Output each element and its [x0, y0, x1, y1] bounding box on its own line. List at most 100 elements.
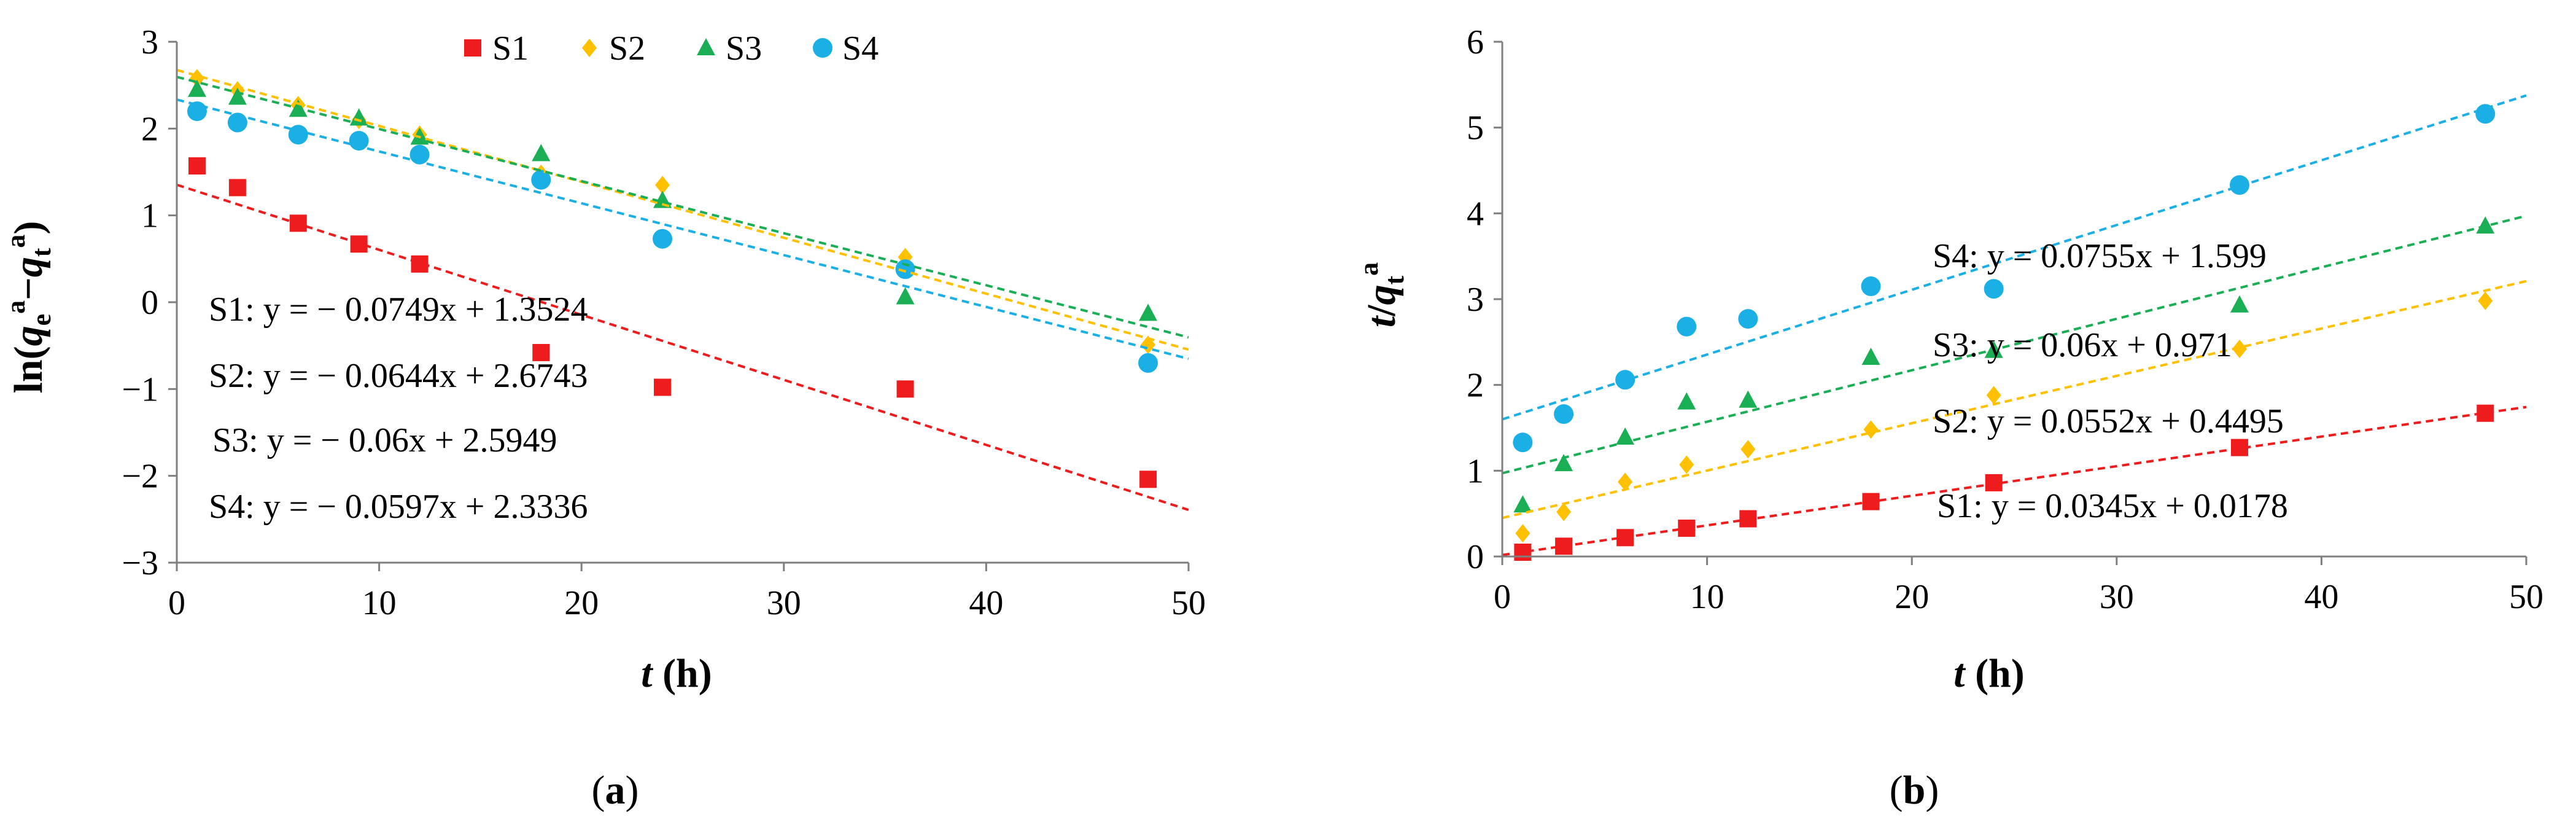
panel-a-x-tick-label: 0: [168, 584, 185, 622]
panel-a-legend-marker-s3: [697, 38, 715, 55]
panel-b-equation-s1: S1: y = 0.0345x + 0.0178: [1937, 487, 2288, 525]
panel-a-equation-s2: S2: y = − 0.0644x + 2.6743: [209, 357, 588, 395]
panel-a-point-s4: [531, 170, 551, 190]
panel-b-x-tick-label: 20: [1895, 578, 1929, 616]
panel-a-point-s3: [349, 108, 368, 126]
panel-a-point-s4: [288, 125, 308, 145]
panel-a-point-s3: [228, 87, 247, 105]
panel-b-point-s3: [1861, 347, 1880, 365]
panel-b-x-tick-label: 30: [2100, 578, 2134, 616]
panel-a-equation-s4: S4: y = − 0.0597x + 2.3336: [209, 488, 588, 526]
panel-b-y-tick-label: 2: [1467, 367, 1484, 405]
panel-a-legend-label-s2: S2: [609, 29, 645, 68]
panel-b-point-s2: [1618, 472, 1633, 491]
panel-a-point-s4: [349, 131, 369, 151]
panel-b-x-tick-label: 0: [1494, 578, 1511, 616]
panel-a-y-tick-label: 0: [141, 284, 158, 322]
panel-a-point-s1: [532, 343, 550, 361]
panel-b-point-s2: [1679, 455, 1694, 474]
panel-b-y-tick-label: 1: [1467, 452, 1484, 490]
panel-a-y-tick-label: −3: [122, 544, 158, 582]
panel-a-point-s1: [188, 157, 206, 175]
panel-b-point-s2: [2478, 291, 2493, 310]
panel-a-y-tick-label: 1: [141, 197, 158, 235]
panel-b-point-s3: [1739, 390, 1758, 408]
panel-b-point-s3: [1513, 495, 1532, 513]
panel-b-point-s4: [1738, 309, 1758, 329]
panel-b-y-tick-label: 0: [1467, 538, 1484, 576]
panel-b-fit-line-s2: [1502, 279, 2527, 520]
panel-b-equation-s4: S4: y = 0.0755x + 1.599: [1933, 237, 2267, 275]
panel-b-y-tick-label: 6: [1467, 23, 1484, 61]
panel-a-y-tick-label: −1: [122, 370, 158, 408]
panel-a-y-tick-label: 2: [141, 110, 158, 148]
panel-a-legend-marker-s2: [582, 39, 597, 57]
panel-b-equation-s3: S3: y = 0.06x + 0.971: [1933, 326, 2232, 364]
panel-a-y-axis-title: ln(qea−qta): [1, 221, 56, 394]
panel-b-x-tick-label: 10: [1690, 578, 1724, 616]
panel-b-x-tick-label: 40: [2304, 578, 2338, 616]
panel-a-fit-line-s1: [176, 183, 1189, 512]
panel-a-legend-label-s1: S1: [492, 29, 529, 68]
panel-b-point-s2: [1515, 524, 1530, 543]
panel-b-point-s3: [1554, 454, 1573, 472]
panel-a-point-s4: [187, 101, 207, 122]
panel-a-point-s4: [409, 144, 430, 165]
panel-a-legend: S1 S2 S3 S4: [464, 29, 879, 68]
panel-a-point-s1: [896, 380, 914, 398]
panel-a-point-s3: [896, 287, 915, 305]
panel-a-x-tick-label: 10: [362, 584, 397, 622]
panel-a-point-s3: [532, 144, 551, 162]
panel-b-label: (b): [1890, 768, 1939, 813]
panel-a-point-s1: [228, 179, 246, 197]
panel-b-point-s4: [1677, 316, 1697, 337]
panel-b-point-s4: [1554, 404, 1574, 424]
panel-a-legend-marker-s1: [464, 39, 481, 57]
panel-b-fit-line-s3: [1502, 214, 2527, 475]
panel-b-y-tick-label: 5: [1467, 109, 1484, 147]
panel-a-x-tick-label: 30: [767, 584, 801, 622]
panel-b-equation-s2: S2: y = 0.0552x + 0.4495: [1933, 402, 2284, 440]
panel-a-legend-marker-s4: [813, 38, 832, 58]
panel-b-point-s4: [1984, 279, 2004, 299]
panel-b-point-s4: [1861, 276, 1881, 297]
panel-a-label: (a): [592, 768, 639, 813]
panel-b-x-tick-label: 50: [2509, 578, 2543, 616]
panel-a-x-tick-label: 50: [1171, 584, 1206, 622]
panel-b-chart: 0 1 2 3 4 5 6 0 10 20 30 40 50 S1: y = 0.0345x + 0.0…: [1354, 23, 2543, 813]
panel-b-point-s3: [2230, 295, 2249, 313]
panel-b-fit-line-s4: [1502, 94, 2527, 421]
panel-a-y-tick-label: 3: [141, 23, 158, 61]
panel-a-point-s1: [1139, 471, 1157, 488]
panel-a-point-s1: [654, 378, 672, 396]
panel-b-fit-line-s1: [1502, 405, 2527, 557]
panel-a-legend-label-s3: S3: [726, 29, 762, 68]
panel-b-point-s4: [1513, 432, 1533, 453]
panel-b-x-axis-title: t (h): [1953, 651, 2025, 696]
panel-b-y-tick-label: 4: [1467, 195, 1484, 233]
panel-a-x-axis-title: t (h): [641, 651, 712, 696]
panel-b-point-s2: [1986, 386, 2001, 405]
panel-a-equation-s3: S3: y = − 0.06x + 2.5949: [212, 421, 557, 459]
panel-a-y-tick-label: −2: [122, 458, 158, 496]
panel-a-point-s2: [655, 176, 670, 195]
panel-b-point-s2: [2232, 340, 2247, 359]
panel-a-point-s4: [653, 228, 673, 249]
panel-a-x-tick-label: 40: [969, 584, 1003, 622]
panel-b-point-s2: [1740, 440, 1756, 459]
panel-b-point-s3: [1677, 392, 1696, 410]
panel-b-y-axis-title: t/qta: [1354, 262, 1410, 327]
panel-a-point-s3: [1139, 303, 1158, 321]
panel-a-fit-line-s4: [176, 98, 1189, 361]
panel-b-y-tick-label: 3: [1467, 281, 1484, 319]
panel-a-point-s3: [187, 79, 206, 97]
panel-a-x-tick-label: 20: [564, 584, 599, 622]
panel-a-point-s4: [1138, 353, 1158, 373]
panel-b-point-s3: [1616, 427, 1635, 445]
panel-a-legend-label-s4: S4: [842, 29, 879, 68]
panel-a-point-s4: [895, 259, 915, 279]
panel-a-fit-line-s2: [176, 69, 1189, 351]
panel-a-equation-s1: S1: y = − 0.0749x + 1.3524: [209, 291, 588, 329]
